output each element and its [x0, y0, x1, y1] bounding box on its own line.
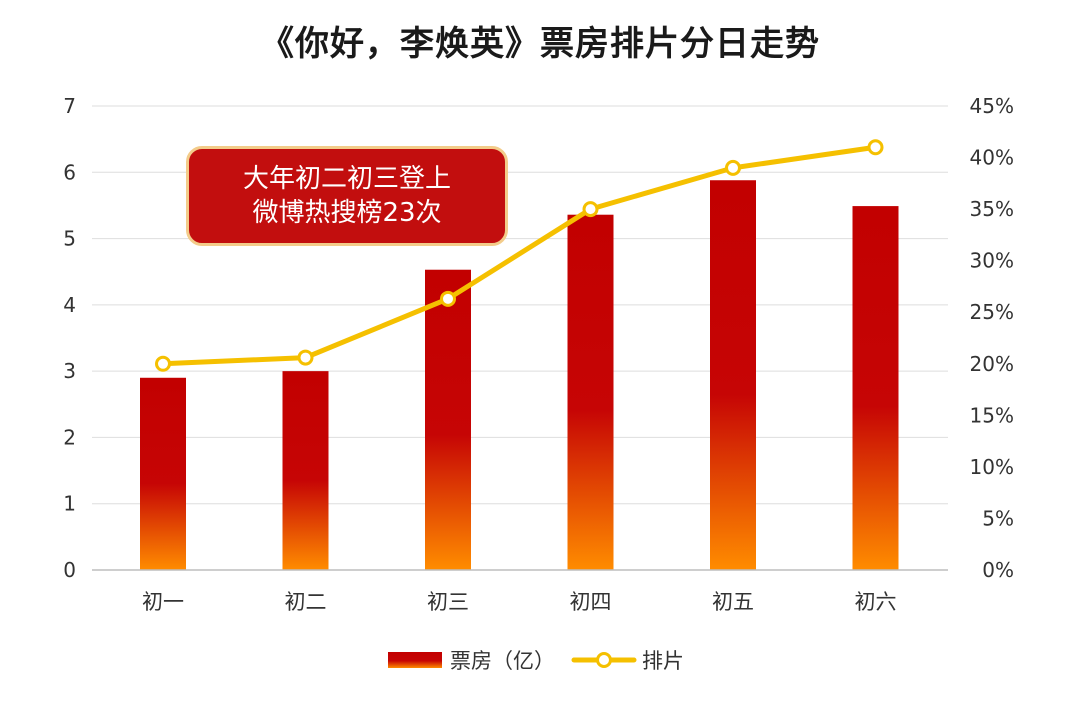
- line-point: [440, 290, 456, 307]
- bar: [852, 206, 899, 570]
- legend-line-marker: [596, 652, 612, 668]
- legend-bar-swatch: [388, 652, 442, 668]
- bar: [140, 377, 186, 570]
- line-point: [155, 355, 171, 372]
- bar: [425, 269, 471, 570]
- x-tick-label: 初五: [712, 590, 754, 614]
- series-line: [160, 144, 878, 367]
- y-left-tick-label: 1: [63, 492, 76, 516]
- line-point: [867, 139, 884, 156]
- y-left-tick-label: 3: [63, 359, 76, 383]
- y-left-tick-label: 2: [63, 425, 76, 449]
- y-left-tick-label: 4: [63, 293, 76, 317]
- y-right-tick-label: 35%: [970, 197, 1014, 221]
- y-right-tick-label: 40%: [970, 146, 1014, 170]
- y-right-tick-label: 15%: [970, 403, 1014, 427]
- annotation-callout: 大年初二初三登上 微博热搜榜23次: [186, 146, 508, 246]
- y-left-tick-label: 6: [63, 160, 76, 184]
- chart-title: 《你好，李焕英》票房排片分日走势: [260, 24, 820, 64]
- bar: [710, 180, 756, 571]
- y-right-tick-label: 10%: [970, 455, 1014, 479]
- legend-label-screenings: 排片: [642, 649, 684, 673]
- x-tick-label: 初三: [427, 590, 469, 614]
- y-right-tick-label: 20%: [970, 352, 1014, 376]
- y-right-tick-label: 0%: [982, 558, 1014, 582]
- x-tick-label: 初六: [855, 590, 897, 614]
- y-right-tick-label: 5%: [982, 506, 1014, 530]
- line-point: [725, 159, 741, 176]
- line-point: [297, 349, 314, 366]
- annotation-line-1: 大年初二初三登上: [242, 164, 451, 194]
- bar: [567, 214, 614, 571]
- x-tick-label: 初二: [285, 590, 327, 614]
- x-tick-label: 初四: [570, 590, 612, 614]
- y-right-tick-label: 45%: [970, 94, 1014, 118]
- x-tick-label: 初一: [142, 590, 184, 614]
- legend-label-box-office: 票房（亿）: [450, 649, 555, 673]
- y-right-tick-label: 25%: [970, 300, 1014, 324]
- y-left-tick-label: 0: [63, 558, 76, 582]
- y-left-tick-label: 7: [63, 94, 76, 118]
- annotation-line-2: 微博热搜榜23次: [252, 198, 442, 228]
- y-right-tick-label: 30%: [970, 249, 1014, 273]
- y-left-tick-label: 5: [63, 227, 76, 251]
- line-point: [582, 201, 599, 218]
- bar: [282, 371, 329, 570]
